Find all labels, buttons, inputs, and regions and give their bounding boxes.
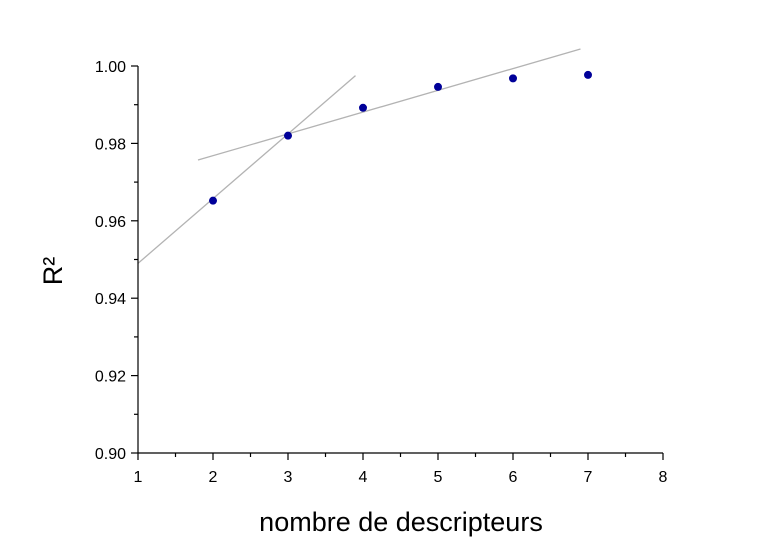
x-tick-label: 1 [134, 469, 143, 486]
x-tick-label: 6 [509, 469, 518, 486]
x-tick-label: 8 [659, 469, 668, 486]
y-tick-label: 0.94 [95, 291, 126, 308]
axes [137, 66, 663, 454]
y-tick-label: 0.96 [95, 214, 126, 231]
data-point [359, 103, 367, 112]
y-tick-label: 0.98 [95, 136, 126, 153]
data-point [284, 131, 292, 140]
trend-line-1 [137, 75, 356, 264]
x-tick-label: 5 [434, 469, 443, 486]
x-tick-label: 3 [284, 469, 293, 486]
data-point [584, 70, 592, 79]
data-point [434, 82, 442, 91]
data-points [209, 70, 592, 205]
data-point [509, 74, 517, 83]
y-tick-label: 0.92 [95, 369, 126, 386]
x-tick-label: 2 [209, 469, 218, 486]
data-point [209, 196, 217, 205]
y-tick-label: 0.90 [95, 446, 126, 463]
y-tick-label: 1.00 [95, 59, 126, 76]
trend-lines [137, 48, 581, 264]
x-axis-title: nombre de descripteurs [259, 507, 543, 537]
x-ticks: 1 2 3 4 5 6 7 8 [134, 453, 668, 486]
y-axis-title: R² [38, 257, 68, 286]
x-tick-label: 7 [584, 469, 593, 486]
x-tick-label: 4 [359, 469, 368, 486]
trend-line-2 [197, 48, 581, 161]
y-ticks: 0.90 0.92 0.94 0.96 0.98 1.00 [95, 59, 138, 463]
